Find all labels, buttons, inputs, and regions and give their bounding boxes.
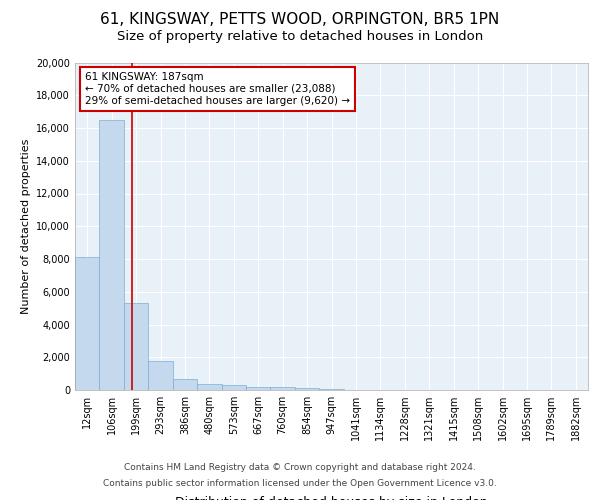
Text: Contains public sector information licensed under the Open Government Licence v3: Contains public sector information licen… xyxy=(103,478,497,488)
Text: 61 KINGSWAY: 187sqm
← 70% of detached houses are smaller (23,088)
29% of semi-de: 61 KINGSWAY: 187sqm ← 70% of detached ho… xyxy=(85,72,350,106)
Bar xyxy=(124,303,148,390)
Text: Size of property relative to detached houses in London: Size of property relative to detached ho… xyxy=(117,30,483,43)
Y-axis label: Number of detached properties: Number of detached properties xyxy=(21,138,31,314)
Bar xyxy=(319,389,344,390)
Bar xyxy=(75,258,100,390)
Bar xyxy=(197,384,221,390)
Bar xyxy=(246,386,271,390)
Text: Contains HM Land Registry data © Crown copyright and database right 2024.: Contains HM Land Registry data © Crown c… xyxy=(124,464,476,472)
Bar xyxy=(173,378,197,390)
Bar xyxy=(271,386,295,390)
Bar xyxy=(148,362,173,390)
Text: 61, KINGSWAY, PETTS WOOD, ORPINGTON, BR5 1PN: 61, KINGSWAY, PETTS WOOD, ORPINGTON, BR5… xyxy=(100,12,500,28)
X-axis label: Distribution of detached houses by size in London: Distribution of detached houses by size … xyxy=(175,496,488,500)
Bar xyxy=(100,120,124,390)
Bar xyxy=(295,388,319,390)
Bar xyxy=(221,385,246,390)
